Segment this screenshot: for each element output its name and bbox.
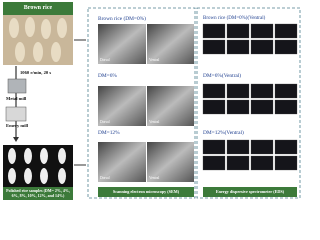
eds-maps xyxy=(202,23,298,171)
sem-view-label: Ventral xyxy=(149,176,160,180)
metal-mill-icon xyxy=(7,78,27,94)
brown-rice-header xyxy=(3,2,73,15)
figure-graphics xyxy=(3,2,301,200)
sem-view-label: Ventral xyxy=(149,58,160,62)
arrow-head xyxy=(13,137,19,142)
emery-mill-icon xyxy=(5,106,27,122)
eds-panel xyxy=(196,7,301,199)
figure: Brown rice 1060 r/min, 20 s Metal mill E… xyxy=(3,2,301,200)
sem-caption: Scanning electron microscopy (SEM) xyxy=(112,189,180,194)
eds-row-title: Brown rice (DM=0%)(Ventral) xyxy=(203,16,266,21)
sem-row-title: DM=12% xyxy=(98,130,120,136)
sem-view-label: Dorsal xyxy=(100,120,110,124)
metal-mill-label: Metal mill xyxy=(6,96,27,101)
sem-view-label: Dorsal xyxy=(100,176,110,180)
eds-row-title: DM=6%(Ventral) xyxy=(203,73,242,79)
samples-label-box xyxy=(3,187,73,200)
polished-grains xyxy=(8,148,66,184)
samples-label: Polished rice samples (DM= 2%, 4%, 6%, 8… xyxy=(6,188,70,198)
sem-panel xyxy=(87,7,196,199)
sem-view-label: Dorsal xyxy=(100,58,110,62)
sem-row-title: Brown rice (DM=0%) xyxy=(98,16,146,22)
sem-images xyxy=(98,24,194,182)
brown-rice-title: Brown rice xyxy=(23,5,53,11)
link-arrows xyxy=(74,39,86,166)
emery-mill-label: Emery mill xyxy=(6,123,29,128)
sem-view-label: Ventral xyxy=(149,120,160,124)
sem-caption-box xyxy=(98,187,194,197)
sem-row-title: DM=6% xyxy=(98,73,117,79)
eds-caption: Energy dispersive spectrometer (EDS) xyxy=(215,189,285,194)
rice-grains xyxy=(9,17,67,62)
eds-caption-box xyxy=(203,187,297,197)
eds-row-title: DM=12%(Ventral) xyxy=(203,130,244,136)
process-label: 1060 r/min, 20 s xyxy=(20,70,52,75)
